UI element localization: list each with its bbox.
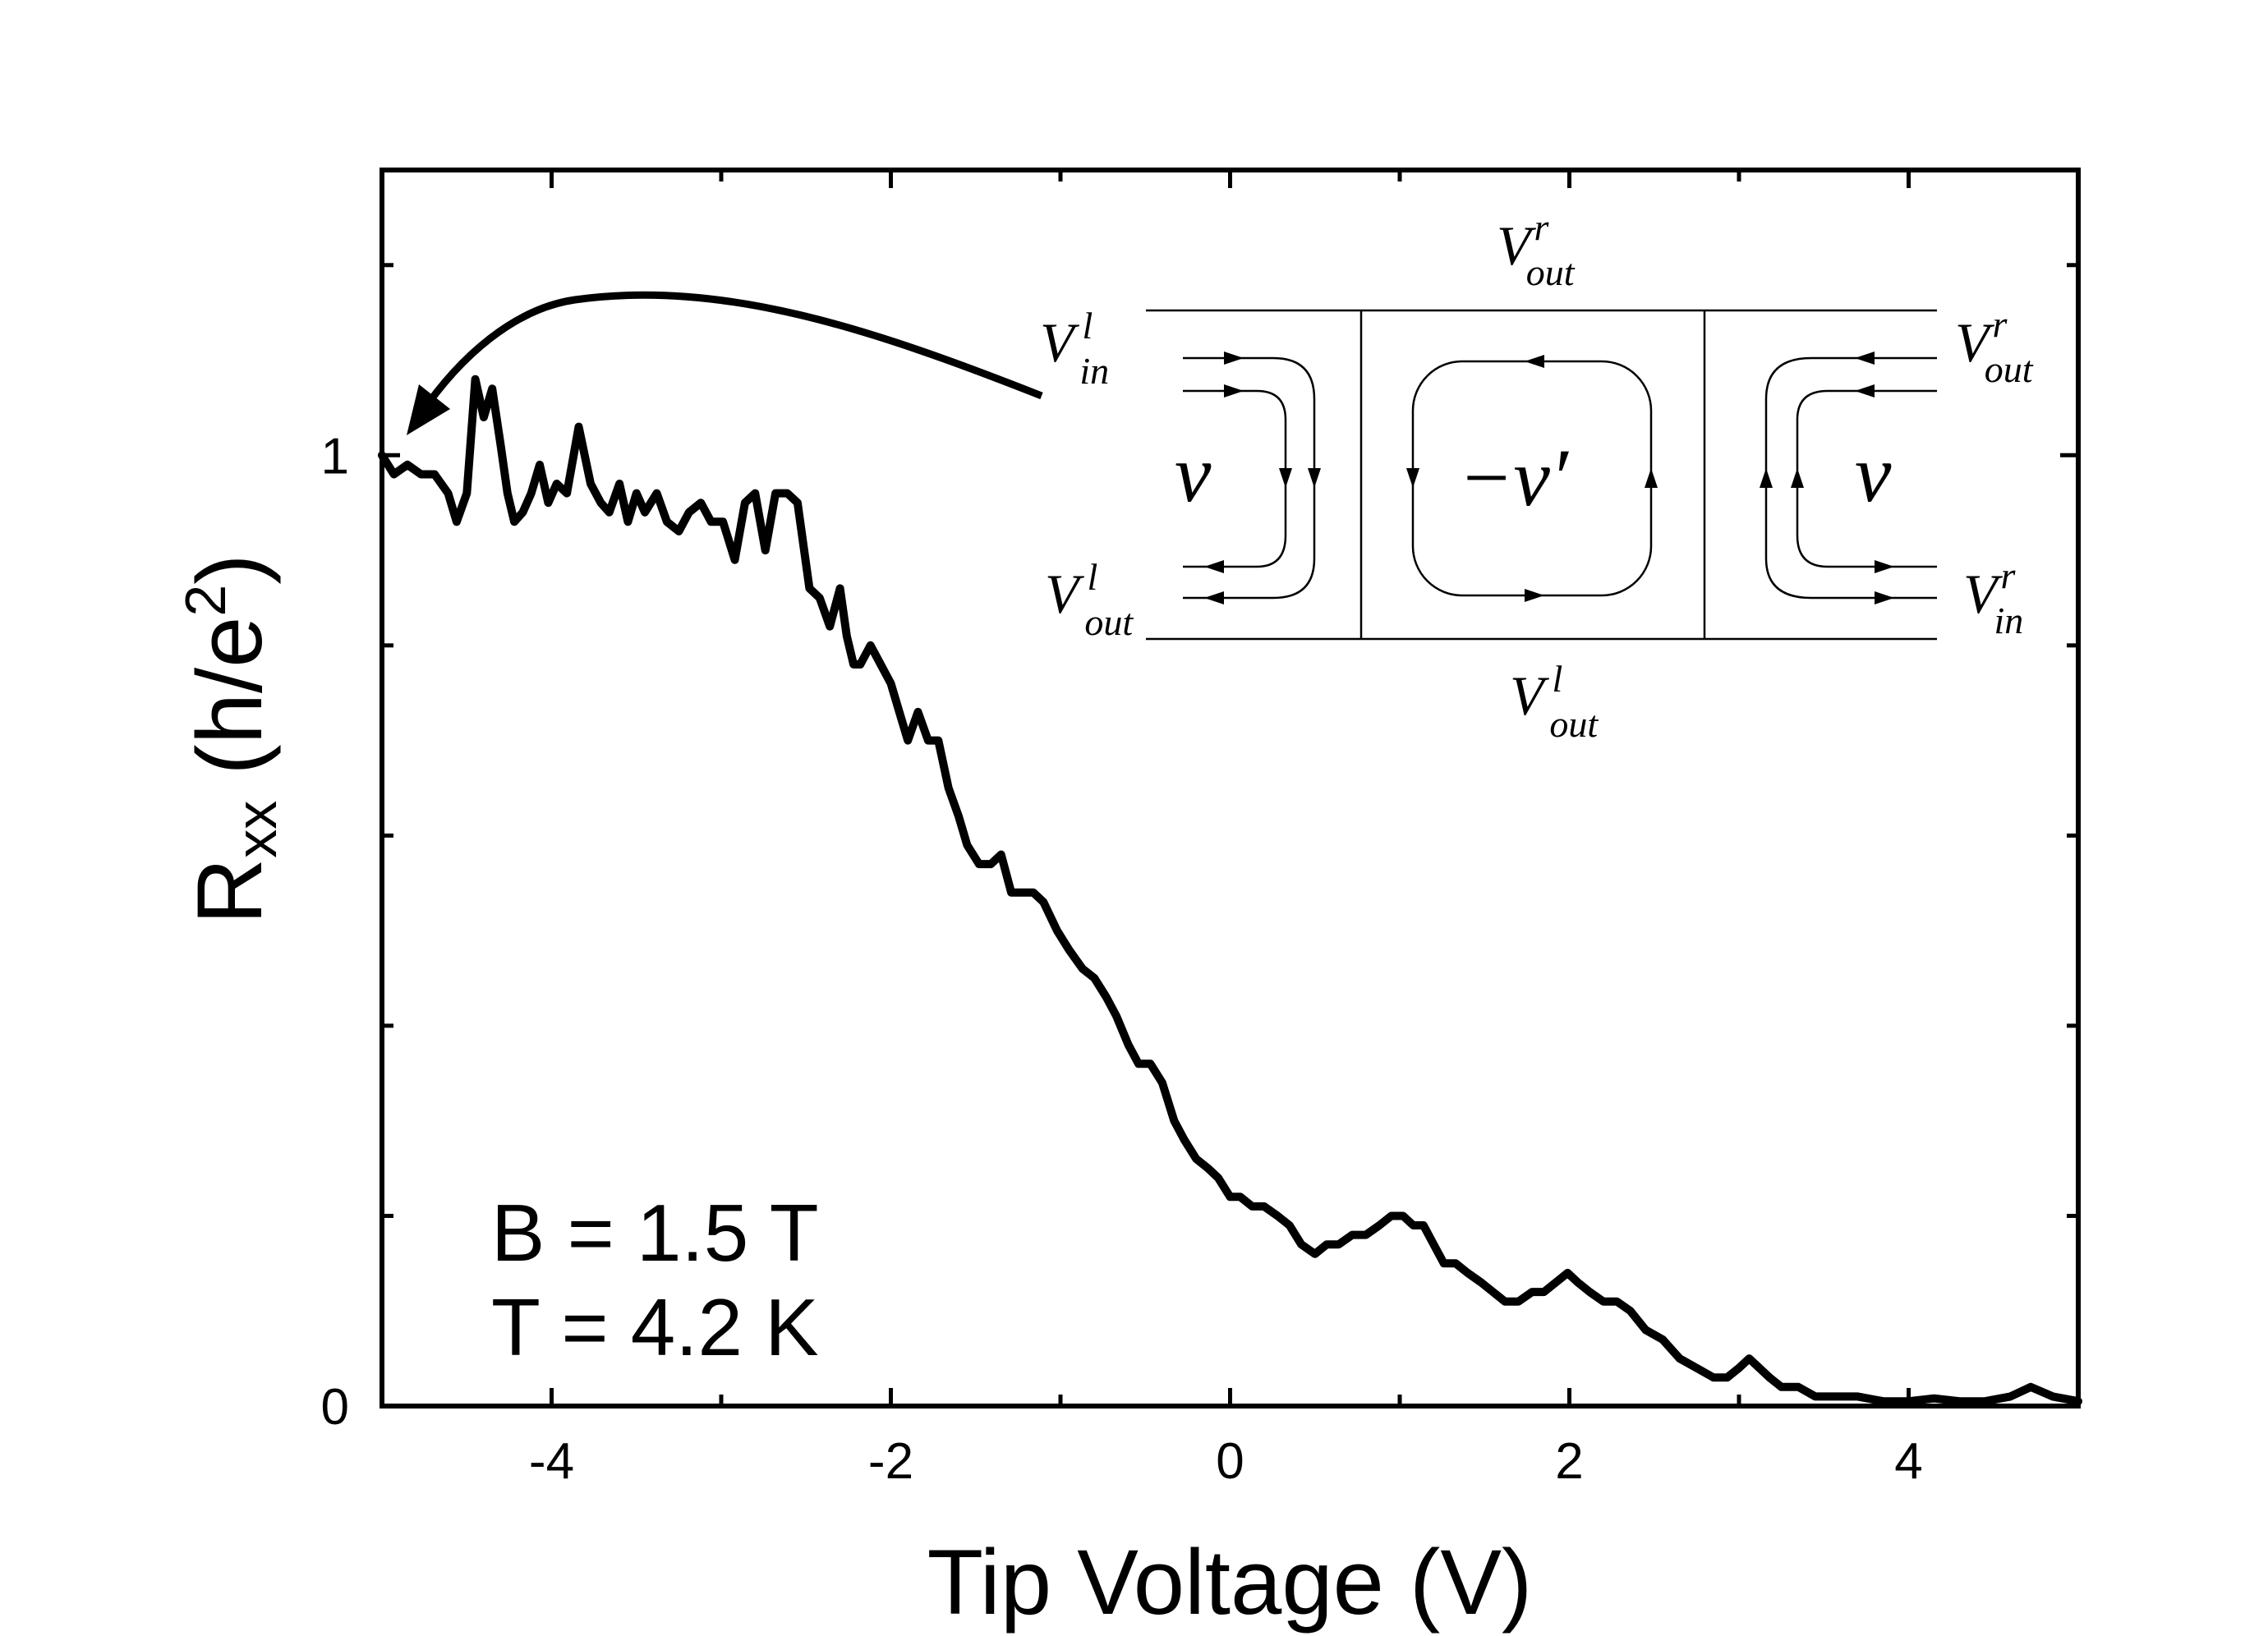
- y-axis-title-paren: (h/e: [178, 617, 281, 801]
- label-nu-right: ν: [1855, 428, 1892, 519]
- series-line-rxx: [378, 375, 2082, 1406]
- x-tick-label: -4: [529, 1433, 574, 1490]
- label-vin-r: Vr in: [1963, 554, 2023, 641]
- arrowhead-left-top-2: [1224, 384, 1244, 398]
- arrowhead-right-bottom-1: [1875, 560, 1894, 573]
- label-vout-r-right: Vr out: [1955, 303, 2034, 390]
- label-vout-r-top: Vr out: [1497, 206, 1576, 293]
- arrowhead-right-top-1: [1855, 352, 1875, 365]
- inset-pointer-arrow: [412, 291, 1043, 425]
- x-tick-labels: -4 -2 0 2 4: [529, 1433, 1923, 1490]
- y-axis-title-sup: 2: [173, 585, 237, 617]
- arrowhead-mid-bottom: [1525, 589, 1544, 602]
- y-tick-label: 0: [321, 1379, 349, 1436]
- arrowhead-left-bottom-2: [1204, 591, 1224, 604]
- annotation-field: B = 1.5 T: [491, 1188, 819, 1278]
- inset-left-channel-inner: [1183, 389, 1287, 568]
- y-tick-labels: 01: [321, 428, 349, 1436]
- arrowhead-left-down-2: [1308, 468, 1321, 488]
- arrowhead-left-bottom-1: [1204, 560, 1224, 573]
- y-axis-title-main: R: [178, 858, 281, 925]
- x-tick-label: 2: [1555, 1433, 1583, 1490]
- x-tick-label: 4: [1894, 1433, 1922, 1490]
- arrowhead-right-bottom-2: [1875, 591, 1894, 604]
- x-tick-label: -2: [868, 1433, 913, 1490]
- arrowhead-left-top-1: [1224, 352, 1244, 365]
- arrowhead-right-up-2: [1791, 468, 1804, 488]
- arrowhead-left-down-1: [1279, 468, 1292, 488]
- label-nu-left: ν: [1175, 428, 1212, 519]
- x-tick-label: 0: [1216, 1433, 1244, 1490]
- y-axis-title-sub: xx: [224, 801, 288, 858]
- arrowhead-mid-left: [1406, 468, 1419, 488]
- x-axis-title: Tip Voltage (V): [927, 1531, 1533, 1634]
- y-axis-title-close: ): [178, 554, 281, 584]
- axis-ticks: [380, 170, 2081, 1409]
- inset-right-channel-outer: [1764, 356, 1937, 600]
- arrowhead-right-up-1: [1760, 468, 1773, 488]
- arrowhead-right-top-2: [1855, 384, 1875, 398]
- label-minus-nu-prime: −ν′: [1458, 432, 1570, 523]
- inset-pointer-arrowhead: [407, 384, 450, 435]
- arrowhead-mid-top: [1525, 355, 1544, 368]
- inset-arrowheads: [1204, 352, 1894, 604]
- arrowhead-mid-right: [1645, 468, 1658, 488]
- annotation-temperature: T = 4.2 K: [491, 1282, 819, 1372]
- y-tick-label: 1: [321, 428, 349, 485]
- y-axis-title: Rxx (h/e2): [173, 554, 288, 924]
